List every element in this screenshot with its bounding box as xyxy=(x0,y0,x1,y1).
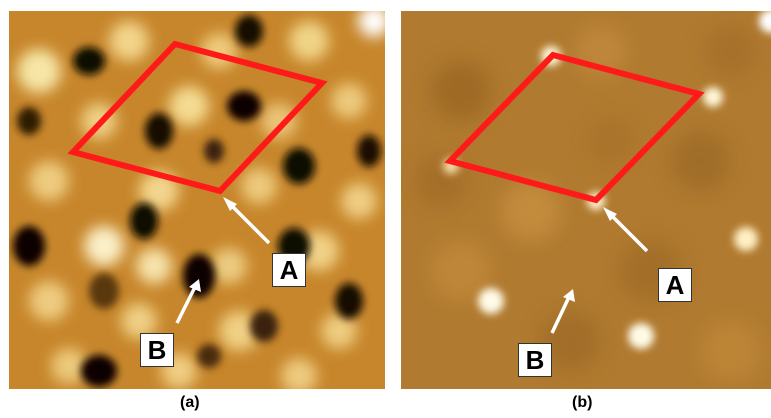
stm-image-a-graphic xyxy=(9,11,385,389)
caption-b: (b) xyxy=(572,394,593,411)
arrow-a-site-b xyxy=(608,212,649,253)
caption-a: (a) xyxy=(180,394,200,411)
unit-cell-marker-b xyxy=(444,51,705,204)
unit-cell-marker-a xyxy=(67,40,328,195)
stm-image-b xyxy=(401,11,771,389)
stm-image-b-graphic xyxy=(401,11,771,389)
arrow-a-site xyxy=(228,202,271,245)
label-b-panel-a: B xyxy=(140,333,174,367)
stm-image-a xyxy=(9,11,385,389)
label-a-panel-a: A xyxy=(272,253,306,287)
arrow-b-site-b xyxy=(550,296,571,334)
label-b-panel-b: B xyxy=(518,343,552,377)
arrow-b-site xyxy=(175,286,197,324)
label-a-panel-b: A xyxy=(658,268,692,302)
